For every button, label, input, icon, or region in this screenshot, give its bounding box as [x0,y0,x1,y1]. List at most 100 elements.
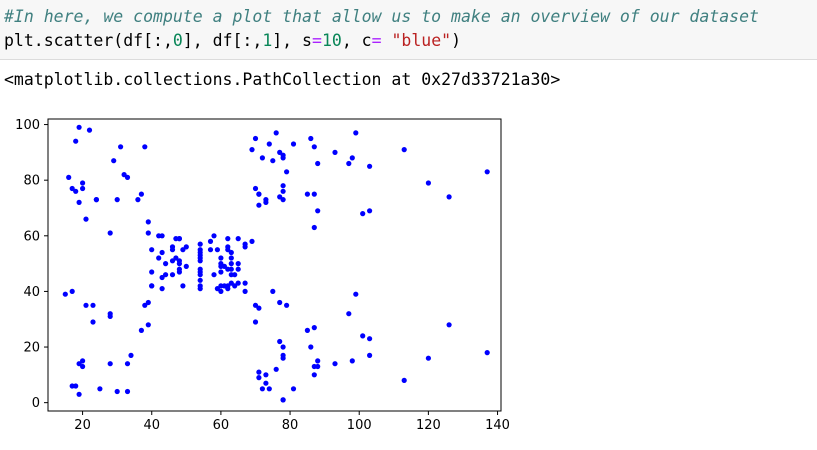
scatter-point [142,144,148,150]
scatter-point [124,174,131,180]
plot-frame [47,118,502,412]
scatter-point [242,288,248,294]
scatter-point [346,311,352,317]
scatter-point [425,180,431,186]
x-tick-label: 100 [347,418,372,433]
scatter-point [263,380,269,386]
scatter-point [80,363,86,370]
scatter-point [90,302,96,308]
scatter-point [197,286,203,292]
scatter-point [145,230,151,236]
scatter-point [311,372,317,378]
scatter-point [156,255,162,261]
scatter-point [353,130,359,136]
scatter-points [62,124,490,403]
scatter-point [256,369,262,375]
x-tick-label: 40 [143,418,160,433]
scatter-point [76,361,82,367]
scatter-point [90,319,96,325]
scatter-point [315,363,321,370]
scatter-point [211,233,217,239]
scatter-point [315,358,321,364]
scatter-point [76,199,82,205]
scatter-point [280,183,286,189]
scatter-point [80,180,86,186]
scatter-point [225,244,231,250]
scatter-point [280,188,286,194]
scatter-point [270,288,276,294]
code-arg0: 0 [172,31,183,50]
scatter-point [228,249,234,256]
code-close: ) [451,31,462,50]
code-eq2: = [371,31,382,50]
scatter-point [149,269,155,275]
scatter-point [218,261,224,267]
scatter-point [242,244,248,250]
code-size: 10 [321,31,342,50]
scatter-point [280,197,286,203]
scatter-point [197,266,203,272]
scatter-point [228,261,234,267]
scatter-point [235,236,241,242]
scatter-point [263,372,269,378]
code-fn: plt.scatter(df[:, [4,31,173,50]
scatter-point [73,383,79,389]
code-mid2: ], s [272,31,312,50]
scatter-point [214,247,220,253]
scatter-point [446,194,452,200]
scatter-point [135,197,141,203]
code-mid1: ], df[:, [182,31,263,50]
scatter-point [311,191,317,197]
scatter-point [176,236,182,242]
scatter-point [207,238,214,244]
scatter-point [93,197,99,203]
scatter-point [304,191,310,197]
scatter-point [76,124,82,130]
scatter-point [446,322,452,328]
code-line-scatter: plt.scatter(df[:,0], df[:,1], s=10, c= "… [4,31,461,50]
scatter-point [315,160,321,167]
scatter-point [145,299,151,306]
scatter-point [69,288,75,294]
x-tick-label: 20 [74,418,91,433]
scatter-point [304,327,310,333]
scatter-point [235,266,241,272]
y-tick-label: 0 [32,396,40,411]
scatter-plot: 20 40 60 80 100 120 140 0 20 40 60 80 100 [15,118,510,433]
scatter-point [284,169,290,175]
scatter-point [401,147,407,153]
scatter-point [353,291,359,297]
scatter-point [249,238,255,244]
scatter-point [259,155,265,161]
scatter-point [211,272,217,278]
scatter-point [86,127,93,133]
scatter-point [97,386,103,392]
scatter-point [228,255,234,261]
scatter-point [159,286,165,292]
scatter-point [62,291,68,297]
scatter-point [183,244,189,250]
scatter-point [83,302,89,308]
scatter-point [73,188,79,194]
scatter-point [76,391,82,397]
x-axis: 20 40 60 80 100 120 140 [74,411,510,433]
scatter-point [256,375,262,381]
scatter-point [80,358,86,364]
scatter-point [218,288,224,294]
scatter-point [484,350,490,356]
scatter-point [111,158,117,164]
scatter-point [311,325,317,331]
scatter-point [235,261,241,267]
scatter-point [142,302,148,308]
scatter-point [346,160,352,167]
scatter-point [107,230,113,236]
scatter-point [232,272,238,278]
scatter-point [360,333,366,339]
scatter-point [124,388,131,395]
scatter-point [218,269,224,275]
code-cell[interactable]: #In here, we compute a plot that allow u… [0,0,817,60]
scatter-point [308,135,314,142]
scatter-point [197,247,203,253]
scatter-point [315,208,321,214]
scatter-point [197,272,203,278]
